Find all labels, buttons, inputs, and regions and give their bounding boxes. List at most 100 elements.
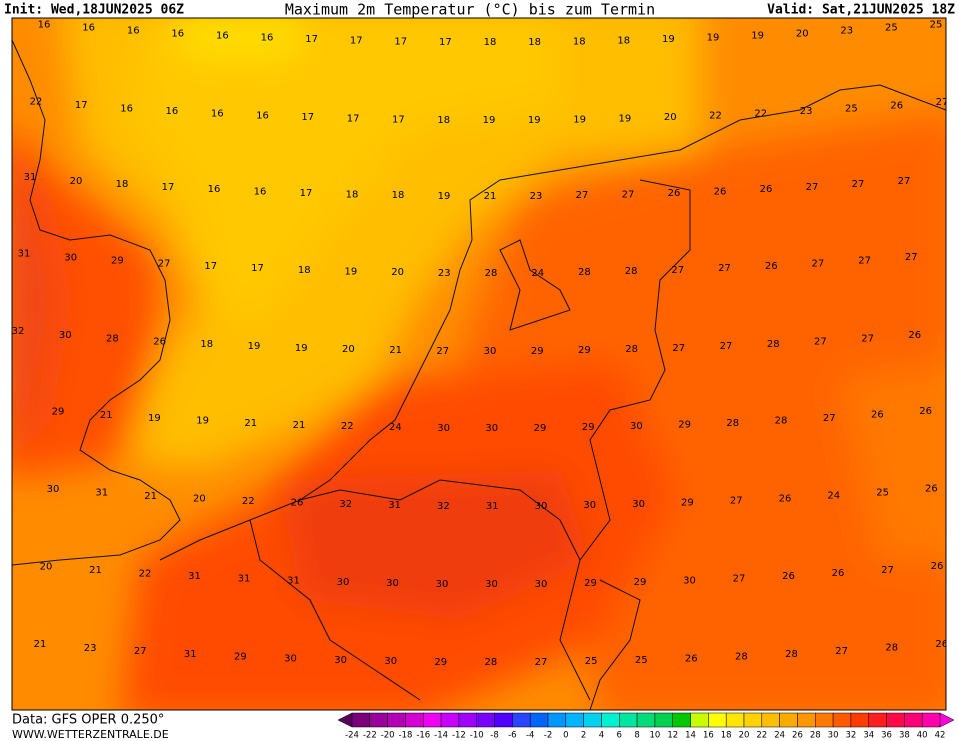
- colorbar-tick-label: -18: [399, 731, 413, 741]
- temperature-value: 24: [389, 422, 402, 433]
- temperature-value: 16: [38, 19, 51, 30]
- temperature-value: 21: [34, 639, 47, 650]
- temperature-value: 27: [158, 259, 171, 270]
- temperature-value: 28: [735, 651, 748, 662]
- temperature-value: 27: [576, 190, 589, 201]
- temperature-value: 30: [535, 501, 548, 512]
- temperature-value: 25: [876, 487, 889, 498]
- website: WWW.WETTERZENTRALE.DE: [12, 728, 169, 741]
- temperature-value: 27: [936, 97, 949, 108]
- temperature-value: 30: [47, 484, 60, 495]
- colorbar-box: [636, 712, 656, 728]
- colorbar-tick-label: 22: [756, 731, 767, 741]
- colorbar-tick-label: 2: [581, 731, 586, 741]
- temperature-value: 31: [18, 249, 31, 260]
- colorbar-under: [337, 712, 353, 728]
- temperature-value: 18: [437, 115, 450, 126]
- temperature-value: 28: [106, 333, 119, 344]
- temperature-value: 26: [685, 653, 698, 664]
- temperature-value: 17: [75, 100, 88, 111]
- temperature-value: 16: [216, 31, 229, 42]
- temperature-value: 24: [531, 268, 544, 279]
- temperature-value: 31: [287, 576, 300, 587]
- colorbar-tick-label: 38: [899, 731, 910, 741]
- colorbar-box: [743, 712, 763, 728]
- colorbar-tick-label: 34: [863, 731, 874, 741]
- temperature-value: 28: [625, 266, 638, 277]
- colorbar: -24 -22 -20 -18 -16 -14 -12 -10 -8 -6 -4 -2 0 2 4 6 8 10 1…: [337, 712, 955, 741]
- temperature-value: 29: [434, 657, 447, 668]
- temperature-value: 26: [931, 561, 944, 572]
- colorbar-tick-label: -6: [508, 731, 516, 741]
- colorbar-tick-label: -12: [452, 731, 466, 741]
- temperature-value: 27: [671, 265, 684, 276]
- temperature-value: 27: [134, 646, 147, 657]
- temperature-value: 27: [535, 657, 548, 668]
- temperature-value: 16: [261, 33, 274, 44]
- temperature-value: 27: [733, 574, 746, 585]
- colorbar-box: [797, 712, 816, 728]
- colorbar-tick-label: -24: [345, 731, 359, 741]
- temperature-value: 20: [70, 176, 83, 187]
- temperature-value: 17: [301, 112, 314, 123]
- temperature-value: 30: [337, 577, 350, 588]
- temperature-value: 26: [779, 493, 792, 504]
- temperature-value: 29: [534, 423, 547, 434]
- colorbar-tick-label: -22: [363, 731, 377, 741]
- temperature-value: 20: [391, 267, 404, 278]
- temperature-value: 23: [840, 26, 853, 37]
- colorbar-tick-label: 24: [774, 731, 785, 741]
- temperature-value: 23: [530, 191, 543, 202]
- temperature-value: 19: [295, 343, 308, 354]
- temperature-value: 28: [625, 344, 638, 355]
- colorbar-tick-label: -10: [470, 731, 484, 741]
- colorbar-box: [458, 712, 477, 728]
- temperature-value: 22: [709, 111, 722, 122]
- temperature-value: 30: [484, 346, 497, 357]
- temperature-value: 30: [64, 252, 77, 263]
- temperature-value: 19: [528, 115, 541, 126]
- temperature-value: 19: [662, 34, 675, 45]
- temperature-value: 25: [635, 655, 648, 666]
- temperature-value: 27: [720, 341, 733, 352]
- temperature-value: 30: [630, 421, 643, 432]
- temperature-value: 17: [305, 34, 318, 45]
- temperature-value: 27: [622, 189, 635, 200]
- colorbar-box: [565, 712, 584, 728]
- temperature-value: 16: [256, 110, 269, 121]
- temperature-value: 17: [347, 113, 360, 124]
- temperature-value: 30: [485, 579, 498, 590]
- temperature-value: 32: [437, 501, 450, 512]
- colorbar-tick-label: 32: [845, 731, 856, 741]
- colorbar-box: [690, 712, 709, 728]
- temperature-value: 21: [293, 420, 306, 431]
- temperature-value: 22: [139, 568, 152, 579]
- colorbar-box: [850, 712, 869, 728]
- temperature-value: 16: [166, 106, 179, 117]
- temperature-value: 16: [127, 26, 140, 37]
- temperature-value: 26: [890, 100, 903, 111]
- temperature-value: 20: [40, 562, 53, 573]
- temperature-value: 17: [300, 188, 313, 199]
- colorbar-box: [672, 712, 691, 728]
- temperature-value: 27: [898, 176, 911, 187]
- colorbar-box: [405, 712, 424, 728]
- temperature-value: 27: [806, 182, 819, 193]
- temperature-value: 28: [775, 416, 788, 427]
- temperature-value: 32: [339, 499, 352, 510]
- temperature-value: 30: [386, 578, 399, 589]
- temperature-value: 26: [153, 336, 166, 347]
- temperature-value: 31: [24, 172, 37, 183]
- colorbar-box: [547, 712, 567, 728]
- temperature-value: 29: [681, 498, 694, 509]
- temperature-value: 18: [116, 179, 129, 190]
- temperature-value: 21: [389, 345, 402, 356]
- temperature-value: 27: [718, 263, 731, 274]
- temperature-value: 31: [188, 571, 201, 582]
- temperature-value: 18: [392, 190, 405, 201]
- temperature-value: 30: [284, 654, 297, 665]
- temperature-value: 19: [707, 33, 720, 44]
- temperature-value: 20: [796, 28, 809, 39]
- temperature-value: 31: [184, 649, 197, 660]
- colorbar-box: [832, 712, 852, 728]
